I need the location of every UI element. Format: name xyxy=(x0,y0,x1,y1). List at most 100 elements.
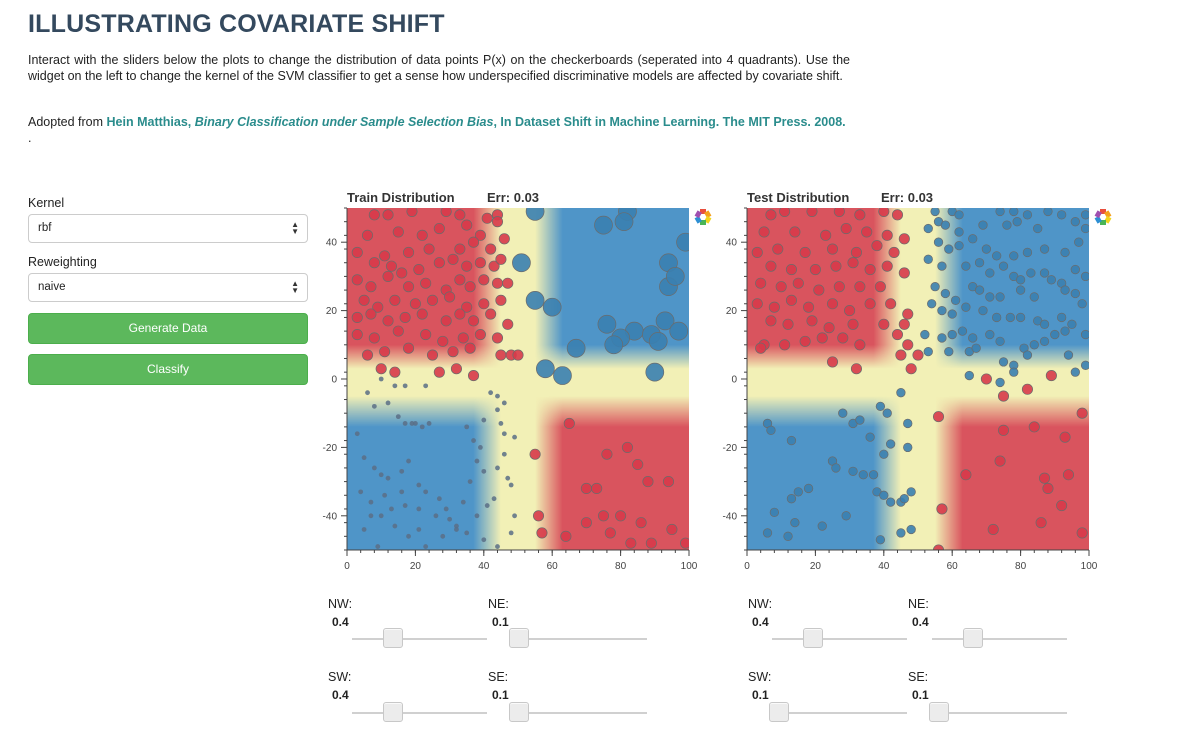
data-point-red xyxy=(563,417,575,430)
generate-data-button[interactable]: Generate Data xyxy=(28,313,308,344)
data-point-gray xyxy=(399,489,405,495)
data-point-red xyxy=(368,257,380,269)
data-point-blue xyxy=(985,329,995,340)
credit-link[interactable]: Hein Matthias, Binary Classification und… xyxy=(107,115,846,129)
data-point-blue xyxy=(1056,312,1067,323)
data-point-blue xyxy=(1063,350,1074,360)
data-point-red xyxy=(826,356,839,368)
slider-handle[interactable] xyxy=(508,628,529,648)
data-point-red xyxy=(447,253,459,265)
data-point-gray xyxy=(423,544,429,549)
train-plot[interactable]: 0 20 40 60 80 100 40 20 0 -20 -40 xyxy=(312,203,698,588)
data-point-blue xyxy=(868,470,879,480)
data-point-blue xyxy=(817,521,827,531)
test-plot[interactable]: 0 20 40 60 80 100 40 20 0 -20 -40 xyxy=(712,203,1098,588)
slider-handle[interactable] xyxy=(508,702,529,722)
train-nw-slider[interactable] xyxy=(352,628,487,648)
data-point-red xyxy=(1062,469,1075,481)
data-point-blue xyxy=(1039,336,1050,347)
data-point-red xyxy=(406,208,418,217)
data-point-blue xyxy=(885,439,896,449)
data-point-blue xyxy=(927,299,937,309)
data-point-gray xyxy=(495,393,500,399)
kernel-select[interactable]: rbf ▲ ▼ xyxy=(28,214,308,243)
data-point-red xyxy=(461,219,473,231)
test-nw-slider[interactable] xyxy=(772,628,907,648)
data-point-red xyxy=(874,281,886,293)
data-point-gray xyxy=(371,465,377,471)
data-point-red xyxy=(755,277,767,289)
data-point-blue xyxy=(940,220,951,230)
data-point-red xyxy=(474,328,486,341)
test-sw-slider[interactable] xyxy=(768,702,907,722)
data-point-gray xyxy=(378,513,384,519)
decision-surface xyxy=(747,208,1089,550)
data-point-red xyxy=(621,441,633,453)
slider-handle[interactable] xyxy=(383,702,403,722)
data-point-blue xyxy=(947,329,957,340)
x-tick-label: 100 xyxy=(681,561,698,572)
data-point-gray xyxy=(495,465,500,471)
slider-handle[interactable] xyxy=(963,628,983,648)
data-point-blue xyxy=(1067,319,1077,329)
x-tick-label: 20 xyxy=(410,561,422,572)
slider-handle[interactable] xyxy=(768,702,789,722)
data-point-blue xyxy=(1074,237,1084,247)
data-point-blue xyxy=(1026,268,1036,278)
credit-rest: , In Dataset Shift in Machine Learning. … xyxy=(493,115,846,129)
data-point-red xyxy=(536,527,548,539)
data-point-blue xyxy=(542,297,562,317)
data-point-red xyxy=(871,240,883,252)
data-point-red xyxy=(580,517,592,529)
x-tick-label: 60 xyxy=(547,561,559,572)
data-point-blue xyxy=(803,483,814,494)
data-point-red xyxy=(642,476,654,488)
data-point-red xyxy=(361,349,374,361)
data-point-red xyxy=(351,246,363,259)
classify-button[interactable]: Classify xyxy=(28,354,308,385)
data-point-gray xyxy=(498,421,504,426)
data-point-blue xyxy=(1080,223,1089,234)
test-se-slider[interactable] xyxy=(928,702,1067,722)
data-point-blue xyxy=(1033,223,1043,234)
y-tick-label: 20 xyxy=(726,306,738,317)
bokeh-logo-icon[interactable] xyxy=(1093,207,1113,227)
data-point-gray xyxy=(454,523,459,529)
data-point-red xyxy=(413,264,425,276)
data-point-red xyxy=(440,208,452,217)
data-point-red xyxy=(785,294,798,306)
data-point-gray xyxy=(481,417,487,423)
data-point-red xyxy=(365,281,377,293)
data-point-red xyxy=(491,277,504,289)
data-point-red xyxy=(755,342,767,354)
data-point-red xyxy=(368,209,380,221)
data-point-blue xyxy=(1009,367,1019,377)
bokeh-logo-icon[interactable] xyxy=(693,207,713,227)
data-point-red xyxy=(597,510,610,522)
data-point-red xyxy=(467,236,480,248)
test-ne-slider[interactable] xyxy=(932,628,1067,648)
data-point-red xyxy=(416,229,428,241)
y-tick-label: -40 xyxy=(723,511,738,522)
data-point-blue xyxy=(766,425,776,435)
credit-prefix: Adopted from xyxy=(28,115,107,129)
slider-handle[interactable] xyxy=(803,628,823,648)
data-point-red xyxy=(604,527,616,539)
data-point-red xyxy=(680,537,689,549)
data-point-gray xyxy=(406,533,411,539)
data-point-blue xyxy=(831,463,841,473)
slider-handle[interactable] xyxy=(928,702,949,722)
slider-handle[interactable] xyxy=(383,628,403,648)
reweighting-select[interactable]: naive ▲ ▼ xyxy=(28,273,308,302)
train-ne-slider[interactable] xyxy=(508,628,647,648)
data-point-red xyxy=(932,411,945,423)
test-se-label: SE: xyxy=(908,670,929,684)
train-sw-slider[interactable] xyxy=(352,702,487,722)
data-point-red xyxy=(385,260,398,272)
data-point-red xyxy=(898,267,910,279)
data-point-red xyxy=(662,476,675,488)
train-se-slider[interactable] xyxy=(508,702,647,722)
data-point-blue xyxy=(875,535,886,545)
data-point-blue xyxy=(665,267,685,286)
data-point-blue xyxy=(1039,268,1050,278)
